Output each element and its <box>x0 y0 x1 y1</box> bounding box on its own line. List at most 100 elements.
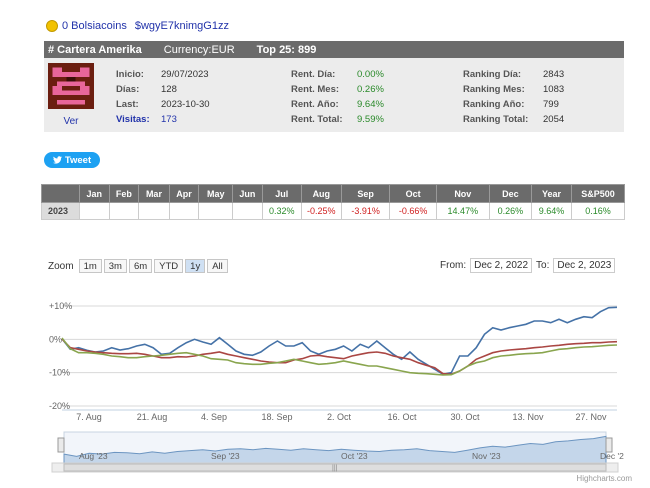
series-line-0 <box>61 306 618 376</box>
month-cell <box>79 202 110 220</box>
top25-label: Top 25: 899 <box>256 43 317 56</box>
navigator-label: Nov '23 <box>472 451 501 461</box>
twitter-bird-icon <box>52 156 62 164</box>
stats-mid: Rent. Día: 0.00% Rent. Mes: 0.26% Rent. Añ… <box>291 67 384 127</box>
navigator-handle-left[interactable] <box>57 437 65 453</box>
stat-rent-mes: Rent. Mes: 0.26% <box>291 84 384 95</box>
x-tick-label: 18. Sep <box>261 412 293 422</box>
monthly-returns-table: Jan Feb Mar Apr May Jun Jul Aug Sep Oct Nov Dec Year… <box>40 184 625 220</box>
navigator-label: Dec '2 <box>600 451 624 461</box>
stat-rent-total: Rent. Total: 9.59% <box>291 114 384 125</box>
from-label: From: <box>440 260 467 271</box>
month-header: Aug <box>300 184 342 203</box>
x-tick-label: 13. Nov <box>512 412 544 422</box>
month-header: Jul <box>261 184 302 203</box>
month-cell: -0.66% <box>389 202 437 220</box>
stat-ranking-dia: Ranking Día: 2843 <box>463 69 565 80</box>
x-tick-label: 30. Oct <box>450 412 480 422</box>
month-cell: 9.64% <box>530 202 573 220</box>
zoom-button[interactable]: YTD <box>154 259 184 273</box>
y-tick-label: -20% <box>49 401 70 411</box>
stat-rent-ano: Rent. Año: 9.64% <box>291 99 384 110</box>
stat-last: Last: 2023-10-30 <box>116 99 210 110</box>
zoom-button[interactable]: All <box>207 259 228 273</box>
zoom-button[interactable]: 1m <box>78 259 102 273</box>
month-cell <box>198 202 234 220</box>
month-header: S&P500 <box>571 184 625 203</box>
navigator-label: Oct '23 <box>341 451 368 461</box>
user-handle-link[interactable]: $wgyE7knimgG1zz <box>134 20 229 32</box>
month-cell: 0.32% <box>261 202 302 220</box>
month-cell: -0.25% <box>300 202 342 220</box>
bolsiacoins-link[interactable]: 0 Bolsiacoins <box>62 20 127 32</box>
month-header: Jun <box>232 184 263 203</box>
month-cell <box>232 202 263 220</box>
navigator-scrollbar-thumb[interactable] <box>63 463 607 472</box>
avatar-block: Ver <box>48 63 94 127</box>
month-header: Oct <box>389 184 437 203</box>
navigator-label: Aug '23 <box>79 451 108 461</box>
months-header-row: Jan Feb Mar Apr May Jun Jul Aug Sep Oct Nov Dec Year… <box>40 184 625 203</box>
zoom-controls: Zoom 1m 3m 6m YTD 1y All <box>48 259 228 273</box>
y-tick-label: 0% <box>49 334 62 344</box>
navigator-frame[interactable] <box>63 431 607 464</box>
x-tick-label: 7. Aug <box>76 412 102 422</box>
to-date-input[interactable]: Dec 2, 2023 <box>553 258 616 273</box>
month-header: Jan <box>79 184 110 203</box>
zoom-label: Zoom <box>48 260 74 272</box>
x-tick-label: 21. Aug <box>136 412 168 422</box>
scrollbar-grip-icon: ||| <box>332 465 338 472</box>
coin-icon <box>46 20 58 32</box>
zoom-button[interactable]: 6m <box>128 259 153 273</box>
tweet-button[interactable]: Tweet <box>44 152 100 168</box>
stat-rent-dia: Rent. Día: 0.00% <box>291 69 384 80</box>
month-header: Feb <box>108 184 140 203</box>
to-label: To: <box>536 260 550 271</box>
month-header: Mar <box>138 184 170 203</box>
stat-ranking-total: Ranking Total: 2054 <box>463 114 565 125</box>
month-cell <box>138 202 170 220</box>
stat-inicio: Inicio: 29/07/2023 <box>116 69 209 80</box>
visitas-link[interactable]: Visitas: <box>116 114 150 125</box>
zoom-button[interactable]: 1y <box>185 259 206 273</box>
date-range: From: Dec 2, 2022 To: Dec 2, 2023 <box>440 258 616 273</box>
y-tick-label: +10% <box>49 301 72 311</box>
table-row: 2023 0.32% -0.25% -3.91% -0.66% 14.47% 0.26% 9.… <box>40 202 625 220</box>
coins-row: 0 Bolsiacoins $wgyE7knimgG1zz <box>46 20 229 32</box>
month-cell: 0.26% <box>488 202 532 220</box>
month-header: Dec <box>488 184 532 203</box>
month-cell: -3.91% <box>340 202 391 220</box>
ver-link[interactable]: Ver <box>63 116 79 127</box>
y-tick-label: -10% <box>49 368 70 378</box>
month-header: Sep <box>340 184 391 203</box>
month-cell <box>168 202 200 220</box>
month-cell <box>108 202 140 220</box>
tweet-label: Tweet <box>64 154 92 166</box>
from-date-input[interactable]: Dec 2, 2022 <box>470 258 533 273</box>
navigator-scrollbar-track[interactable] <box>51 462 619 473</box>
navigator-label: Sep '23 <box>211 451 240 461</box>
stats-left: Inicio: 29/07/2023 Días: 128 Last: 2023-10-… <box>116 67 210 127</box>
zoom-button[interactable]: 3m <box>103 259 127 273</box>
highcharts-credit[interactable]: Highcharts.com <box>576 474 632 483</box>
stat-dias: Días: 128 <box>116 84 177 95</box>
month-header: Year <box>530 184 573 203</box>
series-line-1 <box>61 338 618 376</box>
portfolio-header: # Cartera Amerika Currency:EUR Top 25: 8… <box>44 41 624 58</box>
month-cell: 0.16% <box>571 202 625 220</box>
month-header: Nov <box>435 184 490 203</box>
x-tick-label: 2. Oct <box>326 412 352 422</box>
stat-ranking-ano: Ranking Año: 799 <box>463 99 559 110</box>
year-cell: 2023 <box>40 202 81 220</box>
stat-ranking-mes: Ranking Mes: 1083 <box>463 84 565 95</box>
month-header: May <box>198 184 234 203</box>
stat-visitas: Visitas: 173 <box>116 114 177 125</box>
series-line-2 <box>61 337 618 376</box>
x-tick-label: 4. Sep <box>200 412 228 422</box>
portfolio-title: # Cartera Amerika <box>48 43 142 56</box>
avatar[interactable] <box>48 63 94 109</box>
x-tick-label: 27. Nov <box>575 412 607 422</box>
navigator-handle-right[interactable] <box>605 437 613 453</box>
navigator-series <box>63 435 607 464</box>
month-header: Apr <box>168 184 200 203</box>
